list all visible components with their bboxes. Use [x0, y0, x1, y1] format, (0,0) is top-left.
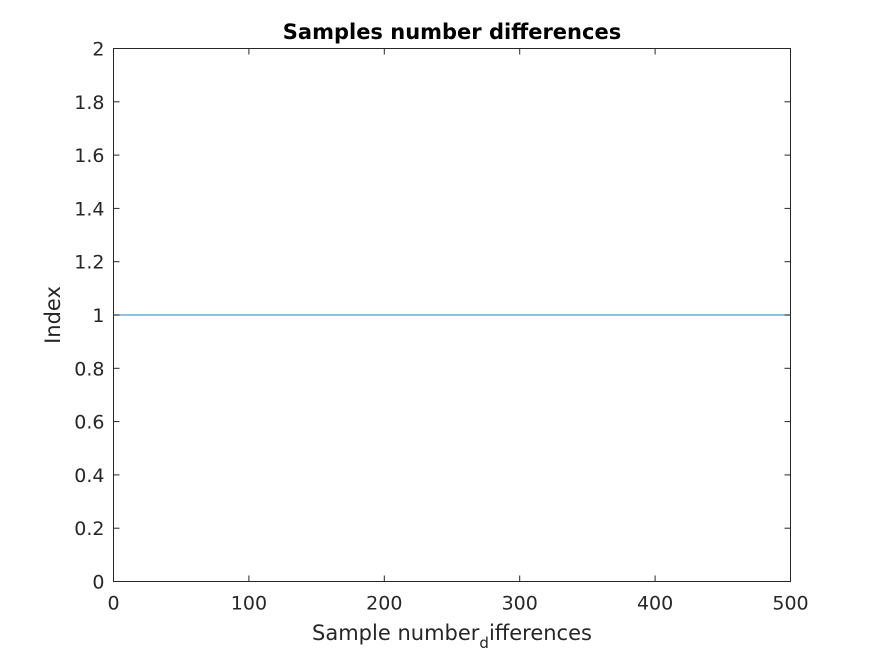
x-tick-label: 100	[231, 593, 267, 615]
x-axis-label: Sample numberdifferences	[312, 621, 592, 652]
x-axis-label-main: Sample number	[312, 621, 480, 645]
x-tick-label: 200	[366, 593, 402, 615]
x-axis-label-rest: ifferences	[489, 621, 592, 645]
y-tick-label: 1.2	[74, 252, 104, 274]
x-axis-ticks: 0 100 200 300 400 500	[107, 48, 809, 615]
y-tick-label: 2	[92, 39, 104, 61]
y-tick-label: 0	[92, 572, 104, 594]
y-axis-label: Index	[41, 286, 65, 344]
x-tick-label: 300	[502, 593, 538, 615]
x-tick-label: 0	[107, 593, 119, 615]
y-tick-label: 1.6	[74, 145, 104, 167]
x-tick-label: 500	[772, 593, 808, 615]
y-tick-label: 0.6	[74, 412, 104, 434]
y-tick-label: 1	[92, 305, 104, 327]
x-axis-label-subscript: d	[479, 634, 489, 652]
y-tick-label: 1.8	[74, 92, 104, 114]
chart-title: Samples number differences	[283, 20, 621, 44]
y-tick-label: 0.8	[74, 358, 104, 380]
y-tick-label: 0.4	[74, 465, 104, 487]
y-tick-label: 1.4	[74, 198, 104, 220]
x-tick-label: 400	[637, 593, 673, 615]
y-axis-ticks: 0 0.2 0.4 0.6 0.8 1 1.2 1.4 1.6 1.8 2	[74, 39, 791, 594]
y-tick-label: 0.2	[74, 518, 104, 540]
